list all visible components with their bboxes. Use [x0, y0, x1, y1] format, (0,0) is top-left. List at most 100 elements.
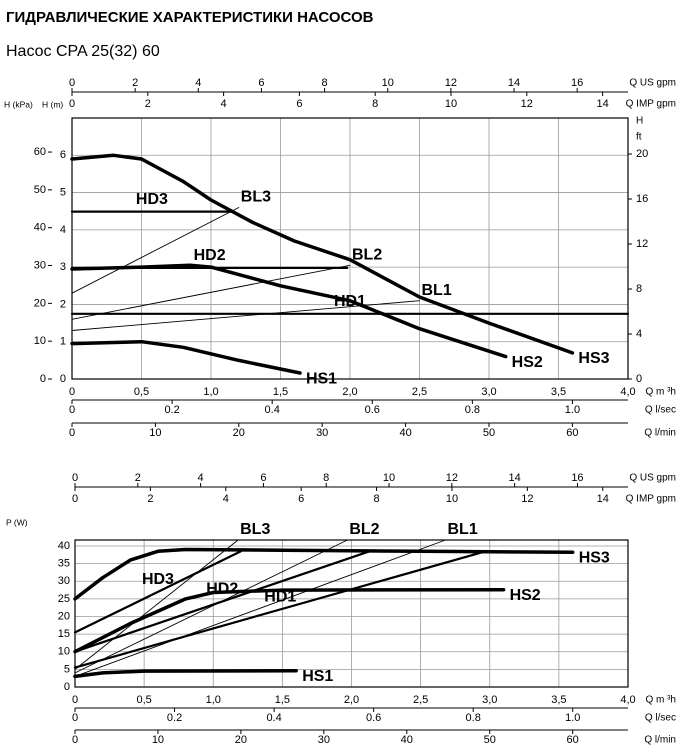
series-line: [70, 339, 302, 375]
page-subtitle: Насос CPA 25(32) 60: [6, 43, 160, 60]
x-tick-label: 0: [69, 386, 75, 398]
x-tick-label: 16: [571, 77, 583, 89]
x-tick-label: 2: [135, 472, 141, 484]
x-tick-label: 0,5: [136, 694, 151, 706]
series-line: [74, 539, 446, 677]
x-tick-label: 0: [69, 77, 75, 89]
x-tick-label: 50: [483, 427, 495, 439]
x-tick-label: 4: [198, 472, 204, 484]
x-tick-label: 2: [147, 493, 153, 505]
y-axis-label: H (m): [42, 99, 63, 109]
x-tick-label: 0: [69, 404, 75, 416]
x-axis-label: Q l/sec: [645, 713, 676, 724]
x-tick-label: 2,0: [344, 694, 359, 706]
x-tick-label: 20: [235, 734, 247, 746]
series-line: [70, 153, 575, 355]
x-axis-label: Q US gpm: [629, 78, 676, 89]
x-tick-label: 12: [521, 98, 533, 110]
x-tick-label: 0.4: [266, 712, 281, 724]
x-tick-label: 1,5: [273, 386, 288, 398]
y-tick-label: 4: [636, 328, 642, 340]
y-tick-label: 12: [636, 238, 648, 250]
y-tick-label: 0: [40, 373, 46, 385]
y-tick-label: 6: [60, 149, 66, 161]
series-label: HD3: [136, 191, 168, 208]
x-tick-label: 0.6: [365, 404, 380, 416]
series-line: [71, 300, 420, 331]
x-tick-label: 60: [566, 427, 578, 439]
page-title: ГИДРАВЛИЧЕСКИЕ ХАРАКТЕРИСТИКИ НАСОСОВ: [6, 9, 374, 26]
series-label: HS2: [512, 354, 543, 371]
x-tick-label: 14: [596, 98, 608, 110]
y-tick-label: 20: [636, 148, 648, 160]
x-tick-label: 10: [152, 734, 164, 746]
x-tick-label: 3,5: [551, 694, 566, 706]
series-label: BL1: [422, 282, 452, 299]
y-tick-label: 40: [58, 540, 70, 552]
y-tick-label: 5: [64, 663, 70, 675]
x-tick-label: 12: [521, 493, 533, 505]
x-tick-label: 0: [72, 734, 78, 746]
series-label: HS1: [302, 668, 333, 685]
series-line: [73, 669, 298, 679]
x-tick-label: 8: [372, 98, 378, 110]
y-tick-label: 60: [34, 146, 46, 158]
x-tick-label: 20: [233, 427, 245, 439]
x-axis-label: Q US gpm: [629, 473, 676, 484]
series-line: [73, 547, 575, 601]
x-axis-label: Q l/sec: [645, 405, 676, 416]
series-label: HD2: [194, 247, 226, 264]
y-tick-label: 25: [58, 593, 70, 605]
x-tick-label: 4: [221, 98, 227, 110]
x-axis-label: Q l/min: [644, 735, 676, 746]
x-tick-label: 30: [316, 427, 328, 439]
y-tick-label: 0: [60, 373, 66, 385]
x-tick-label: 2,5: [413, 694, 428, 706]
y-tick-label: 30: [58, 575, 70, 587]
y-tick-label: 4: [60, 224, 66, 236]
y-axis-label: P (W): [6, 517, 28, 527]
x-tick-label: 1.0: [565, 404, 580, 416]
x-tick-label: 4: [195, 77, 201, 89]
series-label: HS1: [306, 370, 337, 387]
x-tick-label: 6: [260, 472, 266, 484]
x-axis-label: Q l/min: [644, 428, 676, 439]
x-tick-label: 0.6: [366, 712, 381, 724]
x-tick-label: 2,0: [342, 386, 357, 398]
x-tick-label: 12: [446, 472, 458, 484]
x-tick-label: 0,5: [134, 386, 149, 398]
series-label: BL3: [241, 189, 271, 206]
plot-frame: [71, 117, 629, 380]
y-tick-label: 20: [58, 610, 70, 622]
series-line: [73, 587, 506, 654]
y-tick-label: 50: [34, 184, 46, 196]
x-tick-label: 2: [145, 98, 151, 110]
x-tick-label: 30: [318, 734, 330, 746]
y-tick-label: 35: [58, 558, 70, 570]
series-line: [71, 207, 240, 294]
x-tick-label: 2,5: [412, 386, 427, 398]
x-tick-label: 16: [571, 472, 583, 484]
x-tick-label: 0: [69, 427, 75, 439]
x-tick-label: 3,0: [482, 694, 497, 706]
x-tick-label: 0.2: [167, 712, 182, 724]
series-label: BL1: [448, 521, 478, 538]
series-label: HS2: [510, 587, 541, 604]
x-tick-label: 0: [72, 472, 78, 484]
y-tick-label: 0: [64, 681, 70, 693]
x-tick-label: 40: [399, 427, 411, 439]
x-axis-label: Q IMP gpm: [626, 494, 676, 505]
x-tick-label: 6: [298, 493, 304, 505]
series-label: HD1: [264, 589, 296, 606]
x-tick-label: 10: [445, 98, 457, 110]
plot-frame: [74, 539, 629, 688]
y-tick-label: 0: [636, 373, 642, 385]
x-axis-label: Q m ³h: [645, 695, 676, 706]
x-tick-label: 0: [72, 712, 78, 724]
x-tick-label: 14: [508, 77, 520, 89]
y-tick-label: 15: [58, 628, 70, 640]
x-tick-label: 0: [72, 493, 78, 505]
x-tick-label: 0.4: [265, 404, 280, 416]
x-tick-label: 0.8: [465, 404, 480, 416]
